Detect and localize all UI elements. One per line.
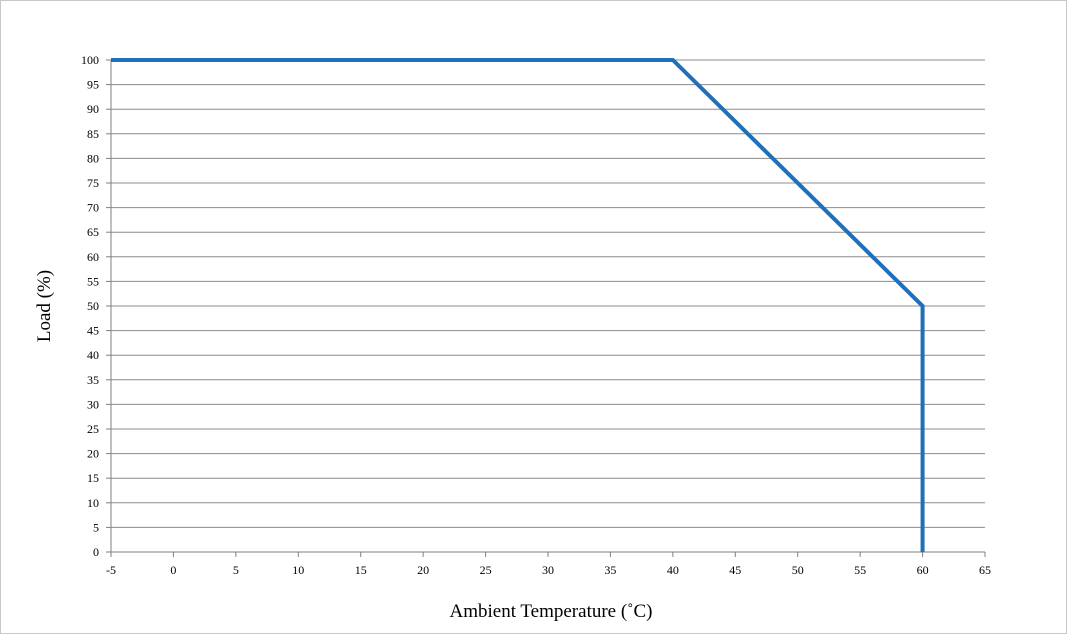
- y-tick-label: 5: [93, 520, 99, 534]
- y-tick-label: 25: [87, 422, 99, 436]
- y-tick-label: 100: [81, 53, 99, 67]
- y-tick-label: 75: [87, 176, 99, 190]
- x-tick-labels: -5 0 5 10 15 20 25 30 35 40 45 50 55 60 65: [106, 563, 991, 577]
- series-lines: [111, 58, 925, 552]
- x-tick-label: 45: [729, 563, 741, 577]
- x-tick-label: 55: [854, 563, 866, 577]
- y-tick-label: 15: [87, 471, 99, 485]
- x-tick-label: 20: [417, 563, 429, 577]
- x-tick-label: 30: [542, 563, 554, 577]
- y-tick-label: 70: [87, 201, 99, 215]
- axes: [106, 59, 986, 557]
- x-tick-label: 65: [979, 563, 991, 577]
- x-tick-label: 5: [233, 563, 239, 577]
- y-tick-label: 50: [87, 299, 99, 313]
- y-tick-label: 55: [87, 274, 99, 288]
- y-tick-label: 10: [87, 496, 99, 510]
- x-tick-label: -5: [106, 563, 116, 577]
- x-tick-label: 40: [667, 563, 679, 577]
- y-tick-label: 85: [87, 127, 99, 141]
- y-tick-label: 80: [87, 151, 99, 165]
- grid-lines: [111, 59, 985, 528]
- y-tick-label: 65: [87, 225, 99, 239]
- x-tick-label: 25: [480, 563, 492, 577]
- y-tick-label: 45: [87, 324, 99, 338]
- x-tick-label: 10: [292, 563, 304, 577]
- y-tick-label: 95: [87, 78, 99, 92]
- y-tick-label: 40: [87, 348, 99, 362]
- y-tick-label: 60: [87, 250, 99, 264]
- y-tick-labels: 0 5 10 15 20 25 30 35 40 45 50 55 60 65 70 75 80 85 90 95 10…: [81, 53, 99, 559]
- x-tick-label: 0: [170, 563, 176, 577]
- y-tick-label: 0: [93, 545, 99, 559]
- series-line-0: [111, 58, 925, 552]
- y-tick-label: 90: [87, 102, 99, 116]
- y-tick-label: 20: [87, 447, 99, 461]
- x-tick-label: 50: [792, 563, 804, 577]
- y-tick-label: 35: [87, 373, 99, 387]
- x-tick-label: 15: [355, 563, 367, 577]
- x-axis-title: Ambient Temperature (˚C): [449, 601, 652, 622]
- y-tick-label: 30: [87, 397, 99, 411]
- x-tick-label: 35: [604, 563, 616, 577]
- x-tick-label: 60: [917, 563, 929, 577]
- y-axis-title: Load (%): [34, 270, 55, 342]
